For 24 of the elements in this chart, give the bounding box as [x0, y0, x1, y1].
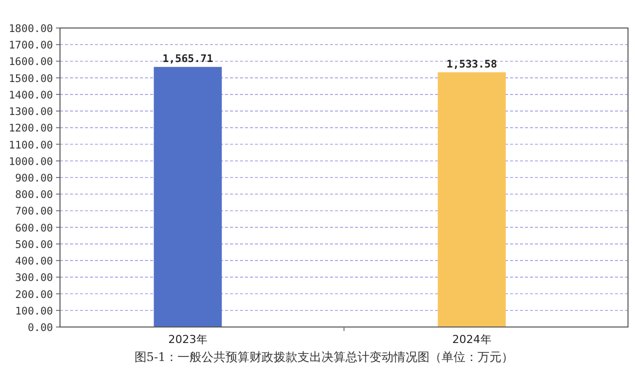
y-tick-label: 1700.00: [8, 40, 53, 52]
data-label: 1,533.58: [446, 58, 498, 70]
y-tick-label: 1400.00: [8, 89, 53, 102]
y-tick-label: 900.00: [15, 172, 53, 184]
y-tick-label: 1100.00: [8, 139, 53, 152]
y-tick-label: 100.00: [15, 305, 53, 318]
y-tick-label: 1000.00: [8, 156, 53, 168]
y-tick-label: 600.00: [15, 222, 53, 234]
x-tick-label: 2023年: [168, 333, 208, 346]
y-tick-label: 400.00: [15, 256, 53, 268]
y-tick-label: 1800.00: [8, 23, 53, 35]
y-tick-label: 1500.00: [8, 72, 53, 85]
y-tick-label: 800.00: [15, 189, 53, 202]
x-tick-label: 2024年: [452, 333, 492, 346]
y-tick-label: 1600.00: [8, 56, 53, 68]
y-tick-label: 500.00: [15, 238, 53, 251]
y-tick-label: 200.00: [15, 288, 53, 301]
y-tick-label: 1300.00: [8, 106, 53, 118]
caption: 图5-1：一般公共预算财政拨款支出决算总计变动情况图（单位：万元）: [134, 350, 514, 364]
y-tick-label: 300.00: [15, 272, 53, 284]
y-tick-label: 700.00: [15, 206, 53, 218]
y-tick-label: 0.00: [28, 322, 53, 334]
data-label: 1,565.71: [162, 52, 214, 65]
y-tick-label: 1200.00: [8, 122, 53, 135]
